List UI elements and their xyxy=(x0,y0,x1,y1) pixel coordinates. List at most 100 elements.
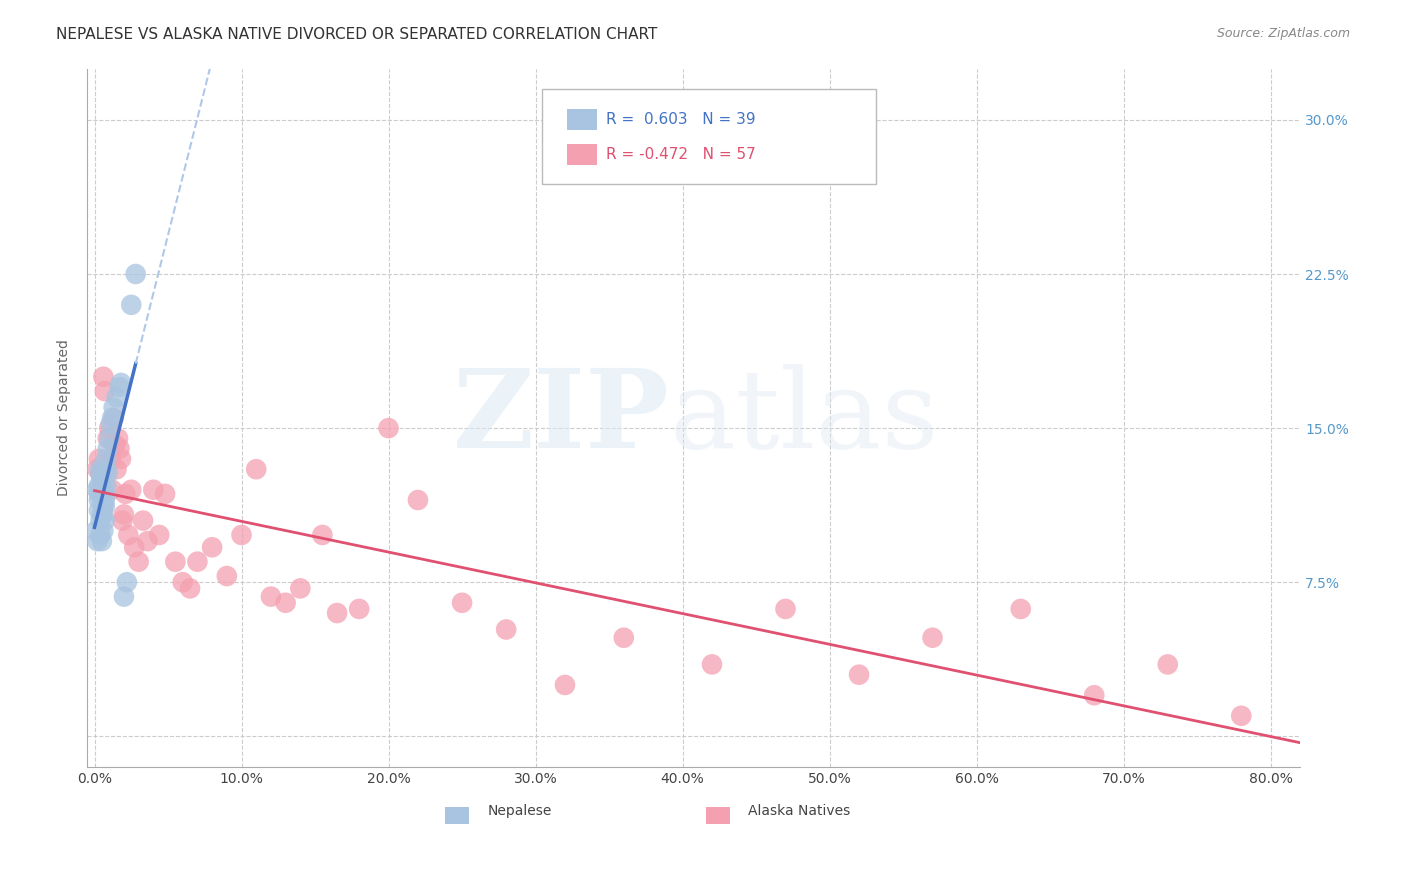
Point xyxy=(103,401,125,415)
Point xyxy=(91,483,114,497)
Point xyxy=(91,524,114,538)
Point xyxy=(1083,688,1105,702)
Point xyxy=(94,487,117,501)
Text: R = -0.472   N = 57: R = -0.472 N = 57 xyxy=(606,147,756,162)
Point xyxy=(89,528,111,542)
Point xyxy=(91,369,114,384)
Point xyxy=(100,417,122,431)
Text: Alaska Natives: Alaska Natives xyxy=(748,805,851,818)
Text: ZIP: ZIP xyxy=(453,364,669,471)
Point xyxy=(186,555,208,569)
Point xyxy=(90,534,112,549)
Point xyxy=(107,431,129,445)
FancyBboxPatch shape xyxy=(541,89,876,184)
FancyBboxPatch shape xyxy=(706,807,730,824)
Point xyxy=(110,452,132,467)
Point xyxy=(108,380,131,394)
Point xyxy=(101,483,124,497)
Point xyxy=(700,657,723,672)
Point xyxy=(86,483,108,497)
Point xyxy=(89,467,111,481)
Point xyxy=(97,431,120,445)
Text: Nepalese: Nepalese xyxy=(488,805,551,818)
Point xyxy=(98,431,121,445)
FancyBboxPatch shape xyxy=(444,807,470,824)
Point xyxy=(87,503,110,517)
Point xyxy=(142,483,165,497)
Point xyxy=(105,462,128,476)
Point xyxy=(87,493,110,508)
Point xyxy=(94,384,117,398)
Point xyxy=(495,623,517,637)
Point xyxy=(128,555,150,569)
Point xyxy=(775,602,797,616)
Point xyxy=(100,452,122,467)
Text: atlas: atlas xyxy=(669,364,939,471)
Point xyxy=(94,514,117,528)
FancyBboxPatch shape xyxy=(568,109,596,130)
Point xyxy=(613,631,636,645)
Point xyxy=(120,483,142,497)
Point xyxy=(921,631,943,645)
Point xyxy=(406,493,429,508)
Point xyxy=(111,514,134,528)
Point xyxy=(326,606,349,620)
Point xyxy=(101,410,124,425)
Point xyxy=(201,541,224,555)
Point xyxy=(231,528,253,542)
Point xyxy=(136,534,159,549)
Point xyxy=(94,493,117,508)
Point xyxy=(89,514,111,528)
Point xyxy=(97,442,120,456)
Y-axis label: Divorced or Separated: Divorced or Separated xyxy=(58,339,72,496)
Point xyxy=(165,555,187,569)
Point xyxy=(132,514,155,528)
Point xyxy=(179,582,201,596)
Text: R =  0.603   N = 39: R = 0.603 N = 39 xyxy=(606,112,756,127)
Point xyxy=(148,528,170,542)
Point xyxy=(274,596,297,610)
Point xyxy=(115,575,138,590)
Point xyxy=(1157,657,1180,672)
Point xyxy=(120,298,142,312)
Point xyxy=(97,467,120,481)
Point xyxy=(245,462,267,476)
Point xyxy=(96,462,118,476)
Point xyxy=(86,534,108,549)
Point xyxy=(90,487,112,501)
Point xyxy=(112,590,135,604)
Point xyxy=(114,487,136,501)
Point xyxy=(1230,708,1253,723)
Point xyxy=(90,473,112,487)
Point xyxy=(1010,602,1032,616)
Point xyxy=(554,678,576,692)
Point xyxy=(117,528,139,542)
Point xyxy=(848,667,870,681)
Point xyxy=(122,541,145,555)
Point xyxy=(311,528,333,542)
Point xyxy=(98,421,121,435)
FancyBboxPatch shape xyxy=(568,144,596,165)
Point xyxy=(87,452,110,467)
Text: NEPALESE VS ALASKA NATIVE DIVORCED OR SEPARATED CORRELATION CHART: NEPALESE VS ALASKA NATIVE DIVORCED OR SE… xyxy=(56,27,658,42)
Point xyxy=(110,376,132,390)
Point xyxy=(153,487,176,501)
Point xyxy=(108,442,131,456)
Point xyxy=(96,462,118,476)
Point xyxy=(172,575,194,590)
Point xyxy=(112,508,135,522)
Point xyxy=(103,410,125,425)
Point xyxy=(260,590,283,604)
Point xyxy=(96,478,118,492)
Point xyxy=(94,499,117,513)
Point xyxy=(347,602,370,616)
Point xyxy=(451,596,474,610)
Point xyxy=(91,508,114,522)
Point xyxy=(104,437,127,451)
Point xyxy=(215,569,238,583)
Point xyxy=(377,421,399,435)
Point xyxy=(124,267,146,281)
Point xyxy=(90,508,112,522)
Point xyxy=(96,452,118,467)
Point xyxy=(86,462,108,476)
